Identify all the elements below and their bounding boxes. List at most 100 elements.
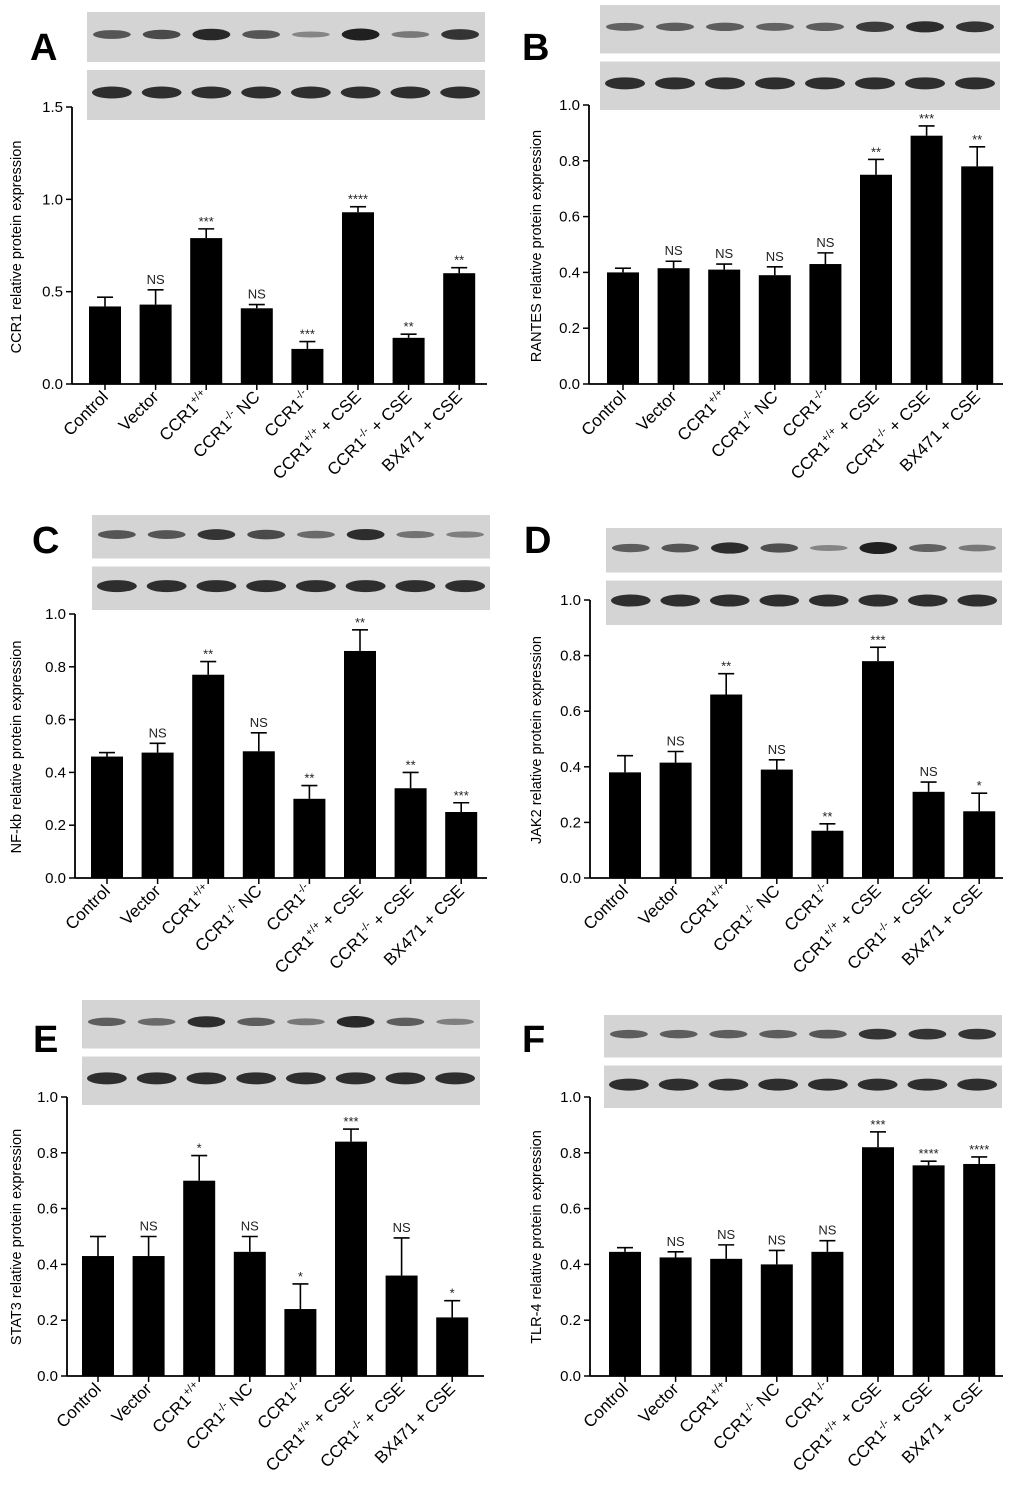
panel-letter: C — [32, 520, 59, 562]
significance-label: NS — [147, 272, 165, 287]
bar — [760, 1264, 793, 1376]
blot-band-target — [760, 543, 799, 553]
category-label: CCR1+/+ + CSE — [270, 881, 367, 978]
bar — [443, 273, 476, 384]
significance-label: NS — [768, 742, 786, 757]
significance-label: NS — [715, 246, 733, 261]
category-label: CCR1+/+ + CSE — [261, 1379, 358, 1476]
blot-band-control — [345, 580, 386, 593]
blot-band-target — [859, 542, 898, 555]
significance-label: ** — [355, 615, 365, 630]
significance-label: *** — [454, 788, 469, 803]
bar — [291, 348, 324, 384]
significance-label: ** — [454, 253, 464, 268]
category-label: Vector — [108, 1379, 156, 1427]
blot-band-target — [441, 29, 480, 40]
blot-band-target — [192, 28, 231, 41]
category-label-base: Vector — [633, 387, 681, 435]
blot-band-control — [755, 77, 795, 90]
blot-band-target — [609, 1029, 648, 1039]
blot-band-target — [906, 21, 944, 33]
y-axis-label: JAK2 relative protein expression — [529, 636, 545, 844]
bar — [284, 1309, 317, 1376]
blot-band-control — [907, 594, 948, 607]
blot-band-control — [91, 86, 132, 99]
y-tick-label: 0.8 — [559, 153, 580, 170]
category-label-base: Vector — [117, 881, 165, 929]
blot-band-control — [246, 580, 287, 593]
panel-c: C 0.0 0.2 0.4 0.6 0.8 1.0 NF-kb relative protei… — [9, 515, 490, 977]
category-label: Control — [53, 1379, 105, 1431]
significance-label: ** — [304, 771, 314, 786]
significance-label: NS — [665, 243, 683, 258]
blot-band-control — [658, 1078, 699, 1091]
blot-band-target — [809, 545, 848, 552]
significance-label: *** — [199, 214, 214, 229]
category-label: Vector — [117, 881, 165, 929]
blot-band-target — [709, 1029, 748, 1039]
blot-band-target — [291, 31, 330, 38]
bar — [436, 1317, 469, 1376]
y-tick-label: 0.4 — [560, 759, 581, 776]
significance-label: NS — [818, 1223, 836, 1238]
bar — [710, 1258, 743, 1376]
y-axis-label: STAT3 relative protein expression — [9, 1129, 25, 1345]
y-tick-label: 0.8 — [37, 1145, 58, 1162]
blot-band-target — [958, 1028, 997, 1040]
significance-label: **** — [918, 1146, 938, 1161]
category-label-base: Control — [580, 881, 632, 933]
bar — [242, 751, 275, 878]
blot-band-target — [956, 21, 994, 33]
blot-band-target — [242, 30, 281, 39]
western-blot-e — [82, 1000, 480, 1105]
category-label: CCR1-/- + CSE — [843, 1379, 936, 1472]
blot-band-control — [855, 77, 895, 90]
y-tick-label: 1.0 — [559, 97, 580, 114]
western-blot-c — [92, 515, 490, 610]
blot-band-target — [147, 530, 186, 539]
blot-band-target — [908, 1028, 947, 1040]
bar — [293, 798, 326, 878]
category-label-base: Control — [60, 387, 112, 439]
category-label-base: Vector — [108, 1379, 156, 1427]
western-blot-b — [600, 5, 1000, 110]
category-label: CCR1+/+ + CSE — [786, 387, 883, 484]
bar — [657, 268, 690, 384]
y-tick-label: 0.8 — [45, 659, 66, 676]
blot-band-target — [710, 542, 749, 554]
significance-label: *** — [870, 1117, 885, 1132]
blot-band-control — [290, 86, 331, 99]
blot-band-target — [97, 530, 136, 539]
bar — [811, 830, 844, 878]
y-tick-label: 1.5 — [42, 99, 63, 116]
blot-band-target — [436, 1018, 475, 1026]
significance-label: ** — [404, 319, 414, 334]
bar — [862, 1147, 894, 1376]
bar — [659, 1257, 692, 1376]
significance-label: NS — [140, 1219, 158, 1234]
bar — [192, 674, 225, 878]
bar — [659, 762, 692, 878]
significance-label: **** — [348, 192, 368, 207]
bar — [910, 135, 943, 384]
category-label: CCR1-/- + CSE — [323, 387, 416, 480]
y-tick-label: 0.4 — [560, 1256, 581, 1273]
blot-band-control — [146, 580, 187, 593]
western-blot-a — [87, 12, 485, 120]
y-tick-label: 0.2 — [560, 814, 581, 831]
blot-band-target — [856, 21, 894, 33]
significance-label: NS — [667, 734, 685, 749]
significance-label: * — [197, 1141, 202, 1156]
blot-band-control — [655, 77, 695, 90]
bar — [139, 304, 172, 384]
blot-band-target — [137, 1018, 176, 1026]
panel-b: B 0.0 0.2 0.4 0.6 0.8 1.0 RANTES relative prote… — [522, 5, 1003, 483]
bar — [760, 769, 793, 878]
blot-band-control — [186, 1072, 227, 1085]
y-tick-label: 1.0 — [37, 1089, 58, 1106]
significance-label: NS — [766, 249, 784, 264]
bar — [961, 166, 994, 384]
blot-band-target — [142, 29, 181, 40]
y-tick-label: 1.0 — [45, 606, 66, 623]
y-tick-label: 0.0 — [560, 870, 581, 887]
